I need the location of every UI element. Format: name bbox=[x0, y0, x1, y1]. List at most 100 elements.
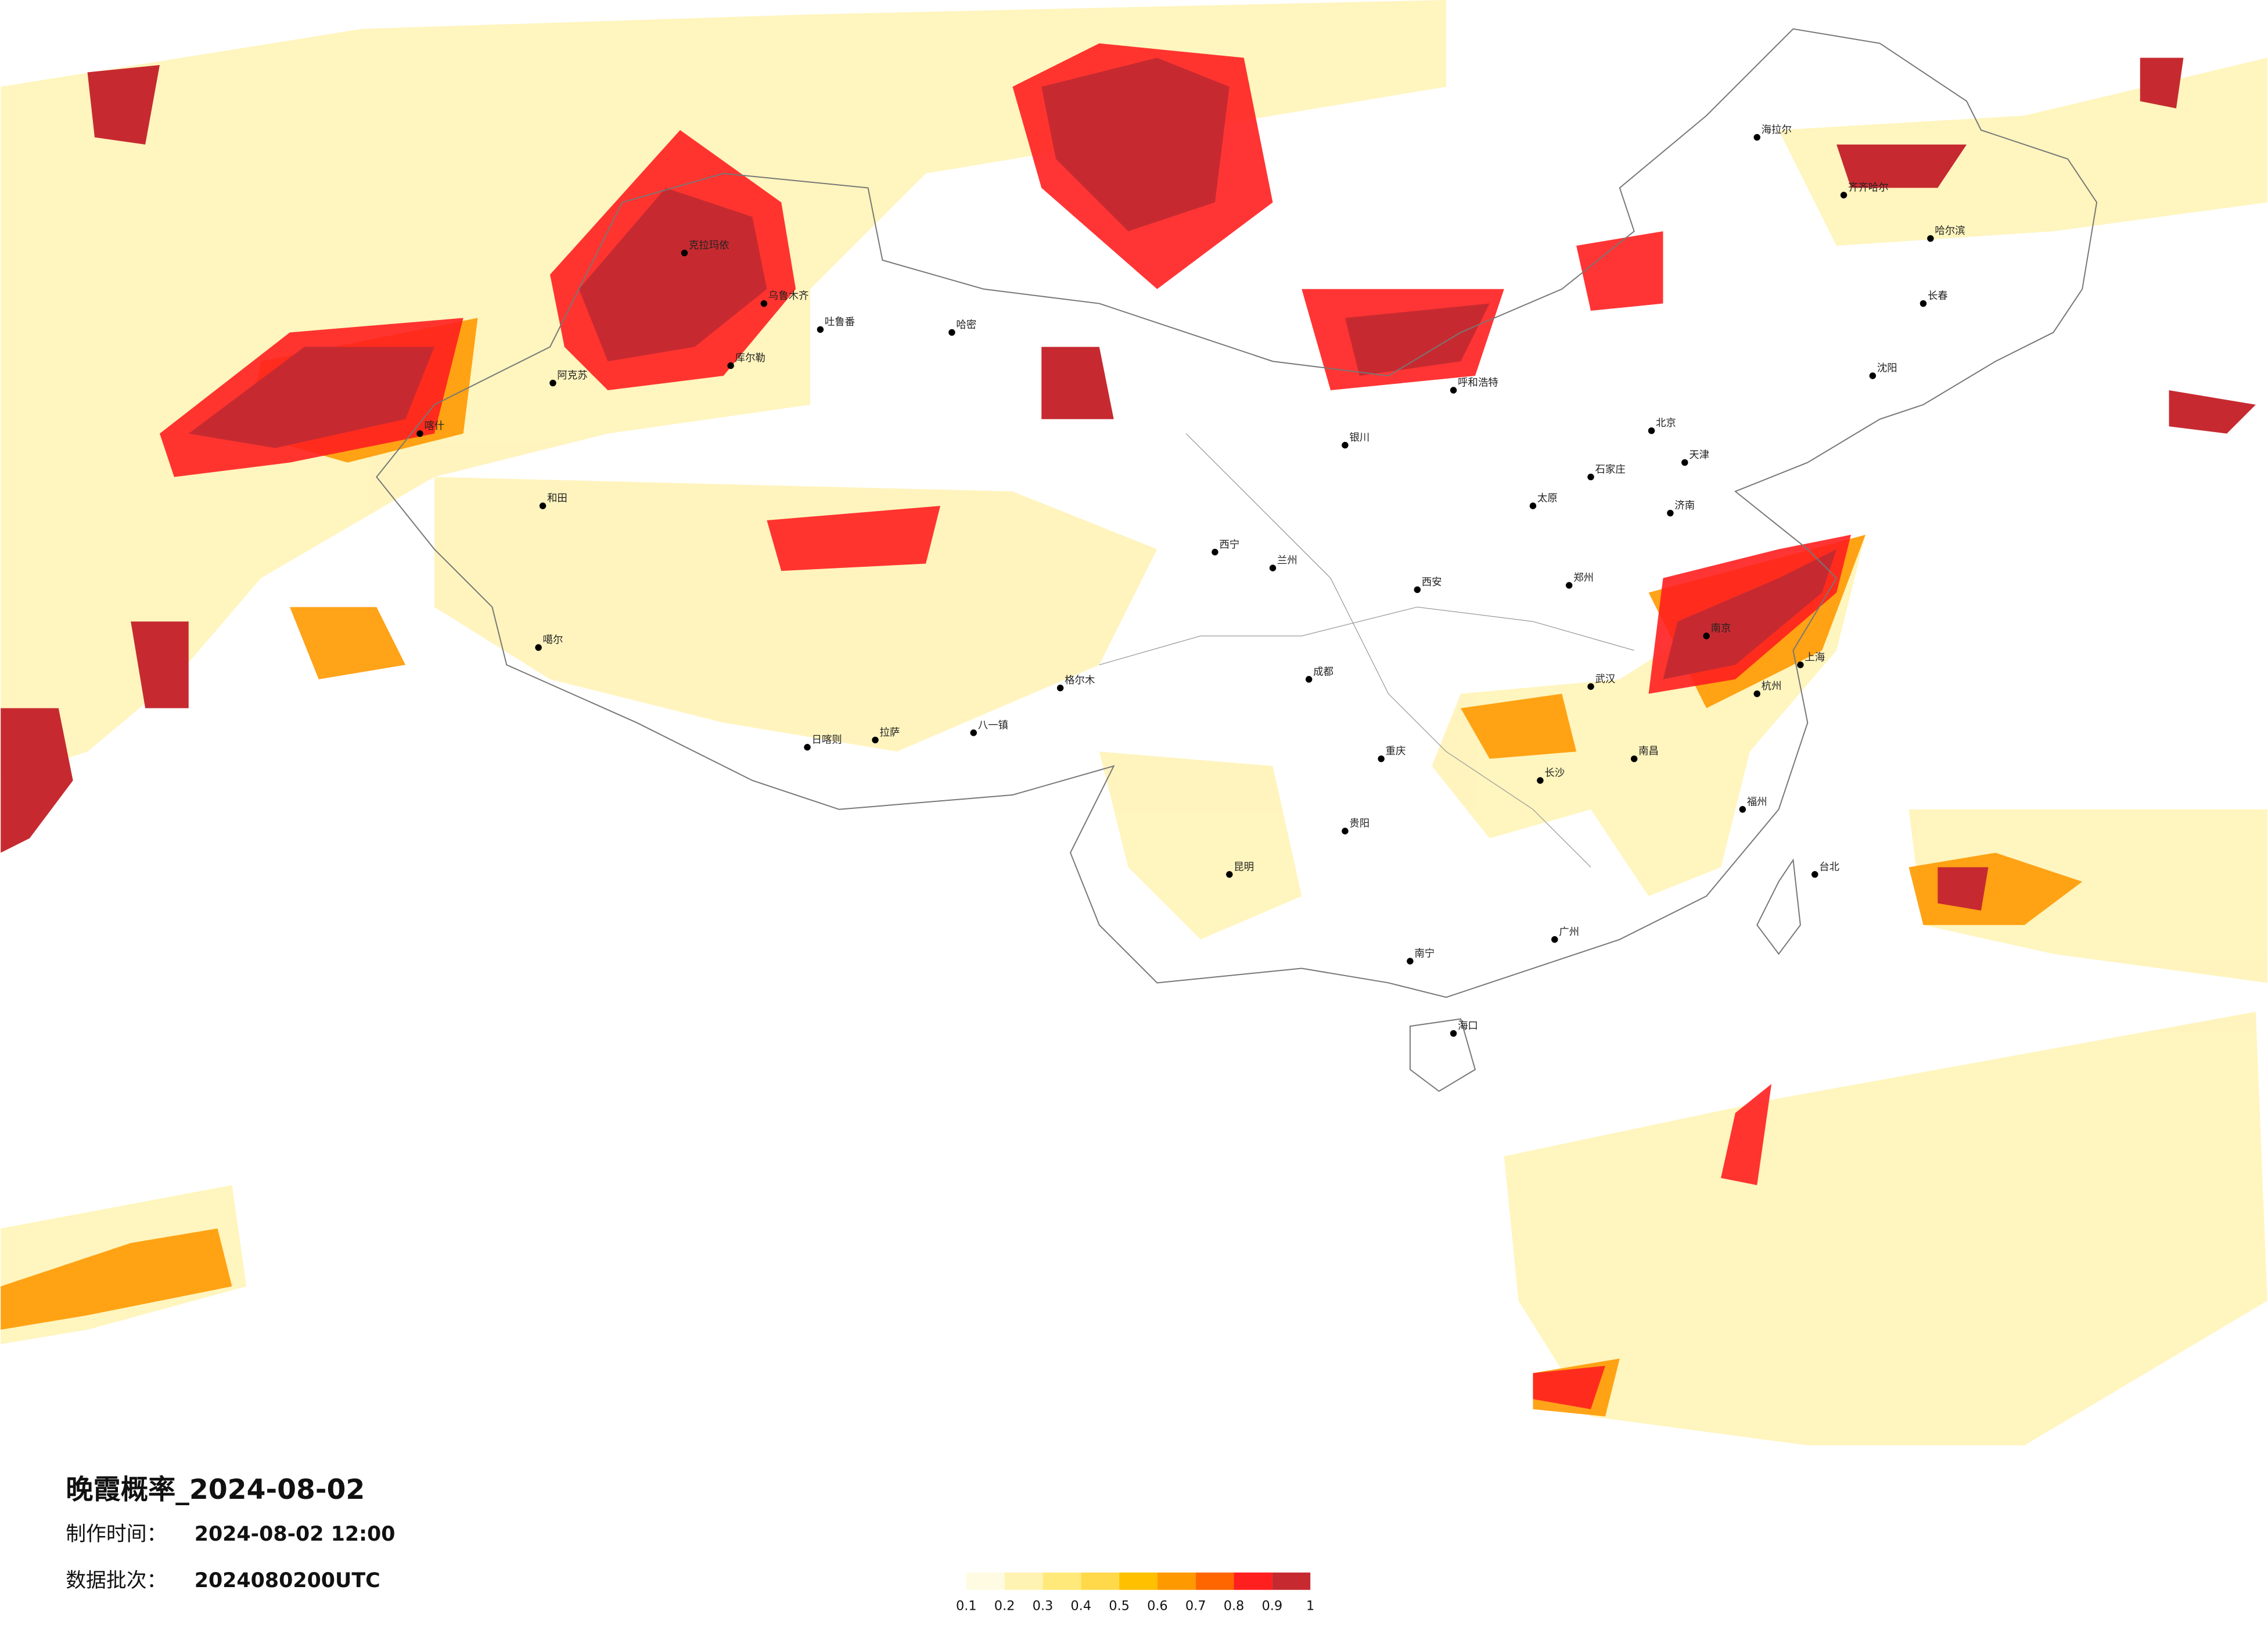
city-dot bbox=[1587, 683, 1594, 690]
city-label: 呼和浩特 bbox=[1458, 377, 1498, 389]
city-dot bbox=[1212, 549, 1219, 556]
city-dot bbox=[872, 736, 879, 744]
city-dot bbox=[948, 329, 955, 336]
city-label: 长沙 bbox=[1544, 768, 1565, 779]
city-label: 西宁 bbox=[1219, 539, 1239, 551]
city-dot bbox=[681, 249, 688, 257]
city-label: 沈阳 bbox=[1877, 363, 1897, 375]
city-dot bbox=[1551, 936, 1558, 943]
city-label: 和田 bbox=[547, 493, 567, 505]
city-dot bbox=[535, 644, 542, 651]
city-label: 日喀则 bbox=[811, 734, 842, 746]
legend-swatch bbox=[1004, 1572, 1043, 1590]
city-dot bbox=[1414, 586, 1421, 593]
city-label: 太原 bbox=[1537, 493, 1558, 505]
city-label: 哈尔滨 bbox=[1935, 225, 1965, 237]
city-dot bbox=[1920, 300, 1927, 307]
legend-tick-label: 0.3 bbox=[1033, 1599, 1054, 1614]
city-dot bbox=[760, 300, 768, 307]
city-label: 南京 bbox=[1711, 623, 1731, 635]
city-label: 北京 bbox=[1656, 418, 1676, 429]
city-label: 济南 bbox=[1674, 500, 1695, 512]
city-dot bbox=[1226, 871, 1233, 878]
city-dot bbox=[804, 744, 811, 751]
legend-tick-label: 0.5 bbox=[1109, 1599, 1130, 1614]
city-label: 长春 bbox=[1928, 290, 1948, 302]
city-label: 贵阳 bbox=[1349, 818, 1370, 830]
city-dot bbox=[1667, 509, 1674, 517]
city-label: 重庆 bbox=[1386, 746, 1406, 757]
city-label: 台北 bbox=[1819, 861, 1839, 873]
batch-label: 数据批次： bbox=[66, 1569, 167, 1592]
city-label: 喀什 bbox=[424, 420, 444, 432]
city-dot bbox=[1565, 582, 1573, 589]
batch: 2024080200UTC bbox=[195, 1569, 380, 1592]
legend-swatch bbox=[1119, 1572, 1158, 1590]
city-label: 克拉玛依 bbox=[689, 240, 729, 251]
city-dot bbox=[1378, 755, 1385, 762]
city-dot bbox=[1342, 828, 1349, 834]
city-dot bbox=[1840, 192, 1848, 199]
legend: 0.1 0.2 0.3 0.4 0.5 0.6 0.7 0.8 0.9 1 bbox=[956, 1572, 1314, 1614]
city-label: 西安 bbox=[1422, 577, 1442, 588]
legend-swatch bbox=[1043, 1572, 1081, 1590]
city-label: 乌鲁木齐 bbox=[768, 290, 809, 302]
city-label: 拉萨 bbox=[879, 727, 900, 739]
city-dot bbox=[1305, 676, 1313, 683]
city-dot bbox=[1269, 564, 1277, 571]
city-label: 吐鲁番 bbox=[825, 316, 855, 328]
city-label: 石家庄 bbox=[1595, 464, 1625, 476]
city-label: 格尔木 bbox=[1065, 675, 1095, 686]
legend-swatch bbox=[1157, 1572, 1196, 1590]
city-dot bbox=[1753, 134, 1760, 141]
production-time: 2024-08-02 12:00 bbox=[195, 1523, 396, 1546]
city-label: 海口 bbox=[1458, 1020, 1478, 1032]
city-dot bbox=[1797, 661, 1804, 668]
city-dot bbox=[1587, 473, 1594, 481]
city-label: 八一镇 bbox=[978, 720, 1008, 731]
legend-tick-label: 1 bbox=[1306, 1599, 1314, 1614]
city-label: 兰州 bbox=[1277, 555, 1297, 567]
city-dot bbox=[1056, 684, 1064, 692]
city-label: 海拉尔 bbox=[1762, 124, 1792, 136]
city-label: 南昌 bbox=[1638, 746, 1659, 757]
production-time-label: 制作时间： bbox=[66, 1523, 167, 1546]
city-label: 上海 bbox=[1805, 652, 1825, 663]
city-label: 杭州 bbox=[1762, 681, 1782, 692]
city-label: 福州 bbox=[1747, 796, 1767, 808]
city-dot bbox=[1811, 871, 1818, 878]
city-label: 哈密 bbox=[956, 319, 976, 331]
legend-tick-label: 0.9 bbox=[1262, 1599, 1283, 1614]
city-dot bbox=[1869, 372, 1877, 379]
city-label: 武汉 bbox=[1595, 674, 1615, 685]
legend-swatch bbox=[1234, 1572, 1273, 1590]
city-label: 昆明 bbox=[1234, 861, 1254, 873]
city-label: 噶尔 bbox=[543, 635, 563, 646]
city-label: 南宁 bbox=[1414, 948, 1435, 960]
legend-tick-label: 0.8 bbox=[1224, 1599, 1245, 1614]
city-dot bbox=[817, 326, 824, 333]
city-dot bbox=[1753, 690, 1760, 697]
city-dot bbox=[1648, 427, 1655, 434]
city-dot bbox=[1342, 441, 1349, 449]
city-dot bbox=[416, 430, 423, 437]
city-label: 齐齐哈尔 bbox=[1848, 182, 1889, 194]
legend-swatch bbox=[1195, 1572, 1234, 1590]
legend-tick-label: 0.2 bbox=[994, 1599, 1015, 1614]
legend-swatch bbox=[1081, 1572, 1120, 1590]
city-label: 天津 bbox=[1689, 449, 1709, 461]
city-label: 银川 bbox=[1349, 432, 1370, 444]
city-label: 郑州 bbox=[1573, 573, 1594, 584]
title: 晚霞概率_2024-08-02 bbox=[66, 1474, 365, 1506]
legend-tick-label: 0.6 bbox=[1147, 1599, 1168, 1614]
city-dot bbox=[1537, 777, 1544, 784]
legend-tick-label: 0.1 bbox=[956, 1599, 977, 1614]
city-dot bbox=[1681, 459, 1688, 466]
city-dot bbox=[727, 362, 734, 369]
legend-tick-label: 0.7 bbox=[1185, 1599, 1206, 1614]
legend-swatch bbox=[1272, 1572, 1311, 1590]
city-dot bbox=[1407, 958, 1414, 965]
city-label: 库尔勒 bbox=[735, 352, 765, 364]
